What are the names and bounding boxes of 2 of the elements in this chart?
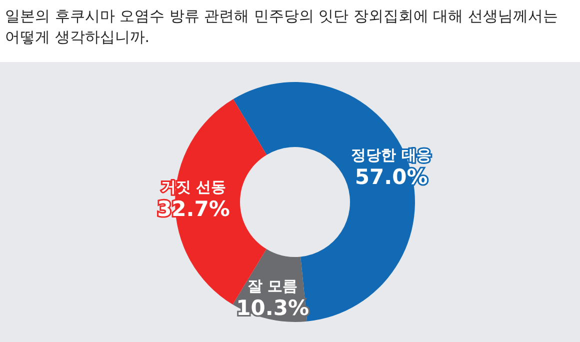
slice-label: 잘 모름 <box>248 277 298 295</box>
chart-title: 일본의 후쿠시마 오염수 방류 관련해 민주당의 잇단 장외집회에 대해 선생님께서는 어떻게 생각하십니까. <box>5 6 559 48</box>
